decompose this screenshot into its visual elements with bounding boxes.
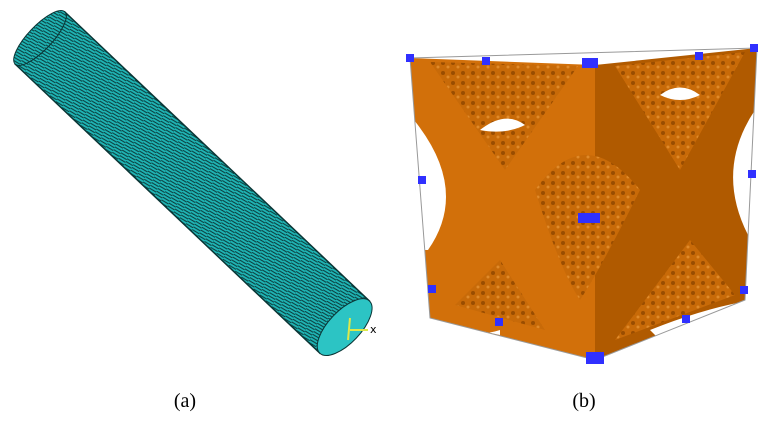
cube-panel: (b) bbox=[406, 44, 758, 412]
figure: x (a) (b) bbox=[0, 0, 764, 421]
caption: (b) bbox=[572, 390, 595, 412]
axis-label: x bbox=[370, 323, 377, 336]
cylinder-panel: x (a) bbox=[7, 4, 382, 412]
cylinder bbox=[7, 4, 382, 365]
caption: (a) bbox=[174, 390, 196, 412]
